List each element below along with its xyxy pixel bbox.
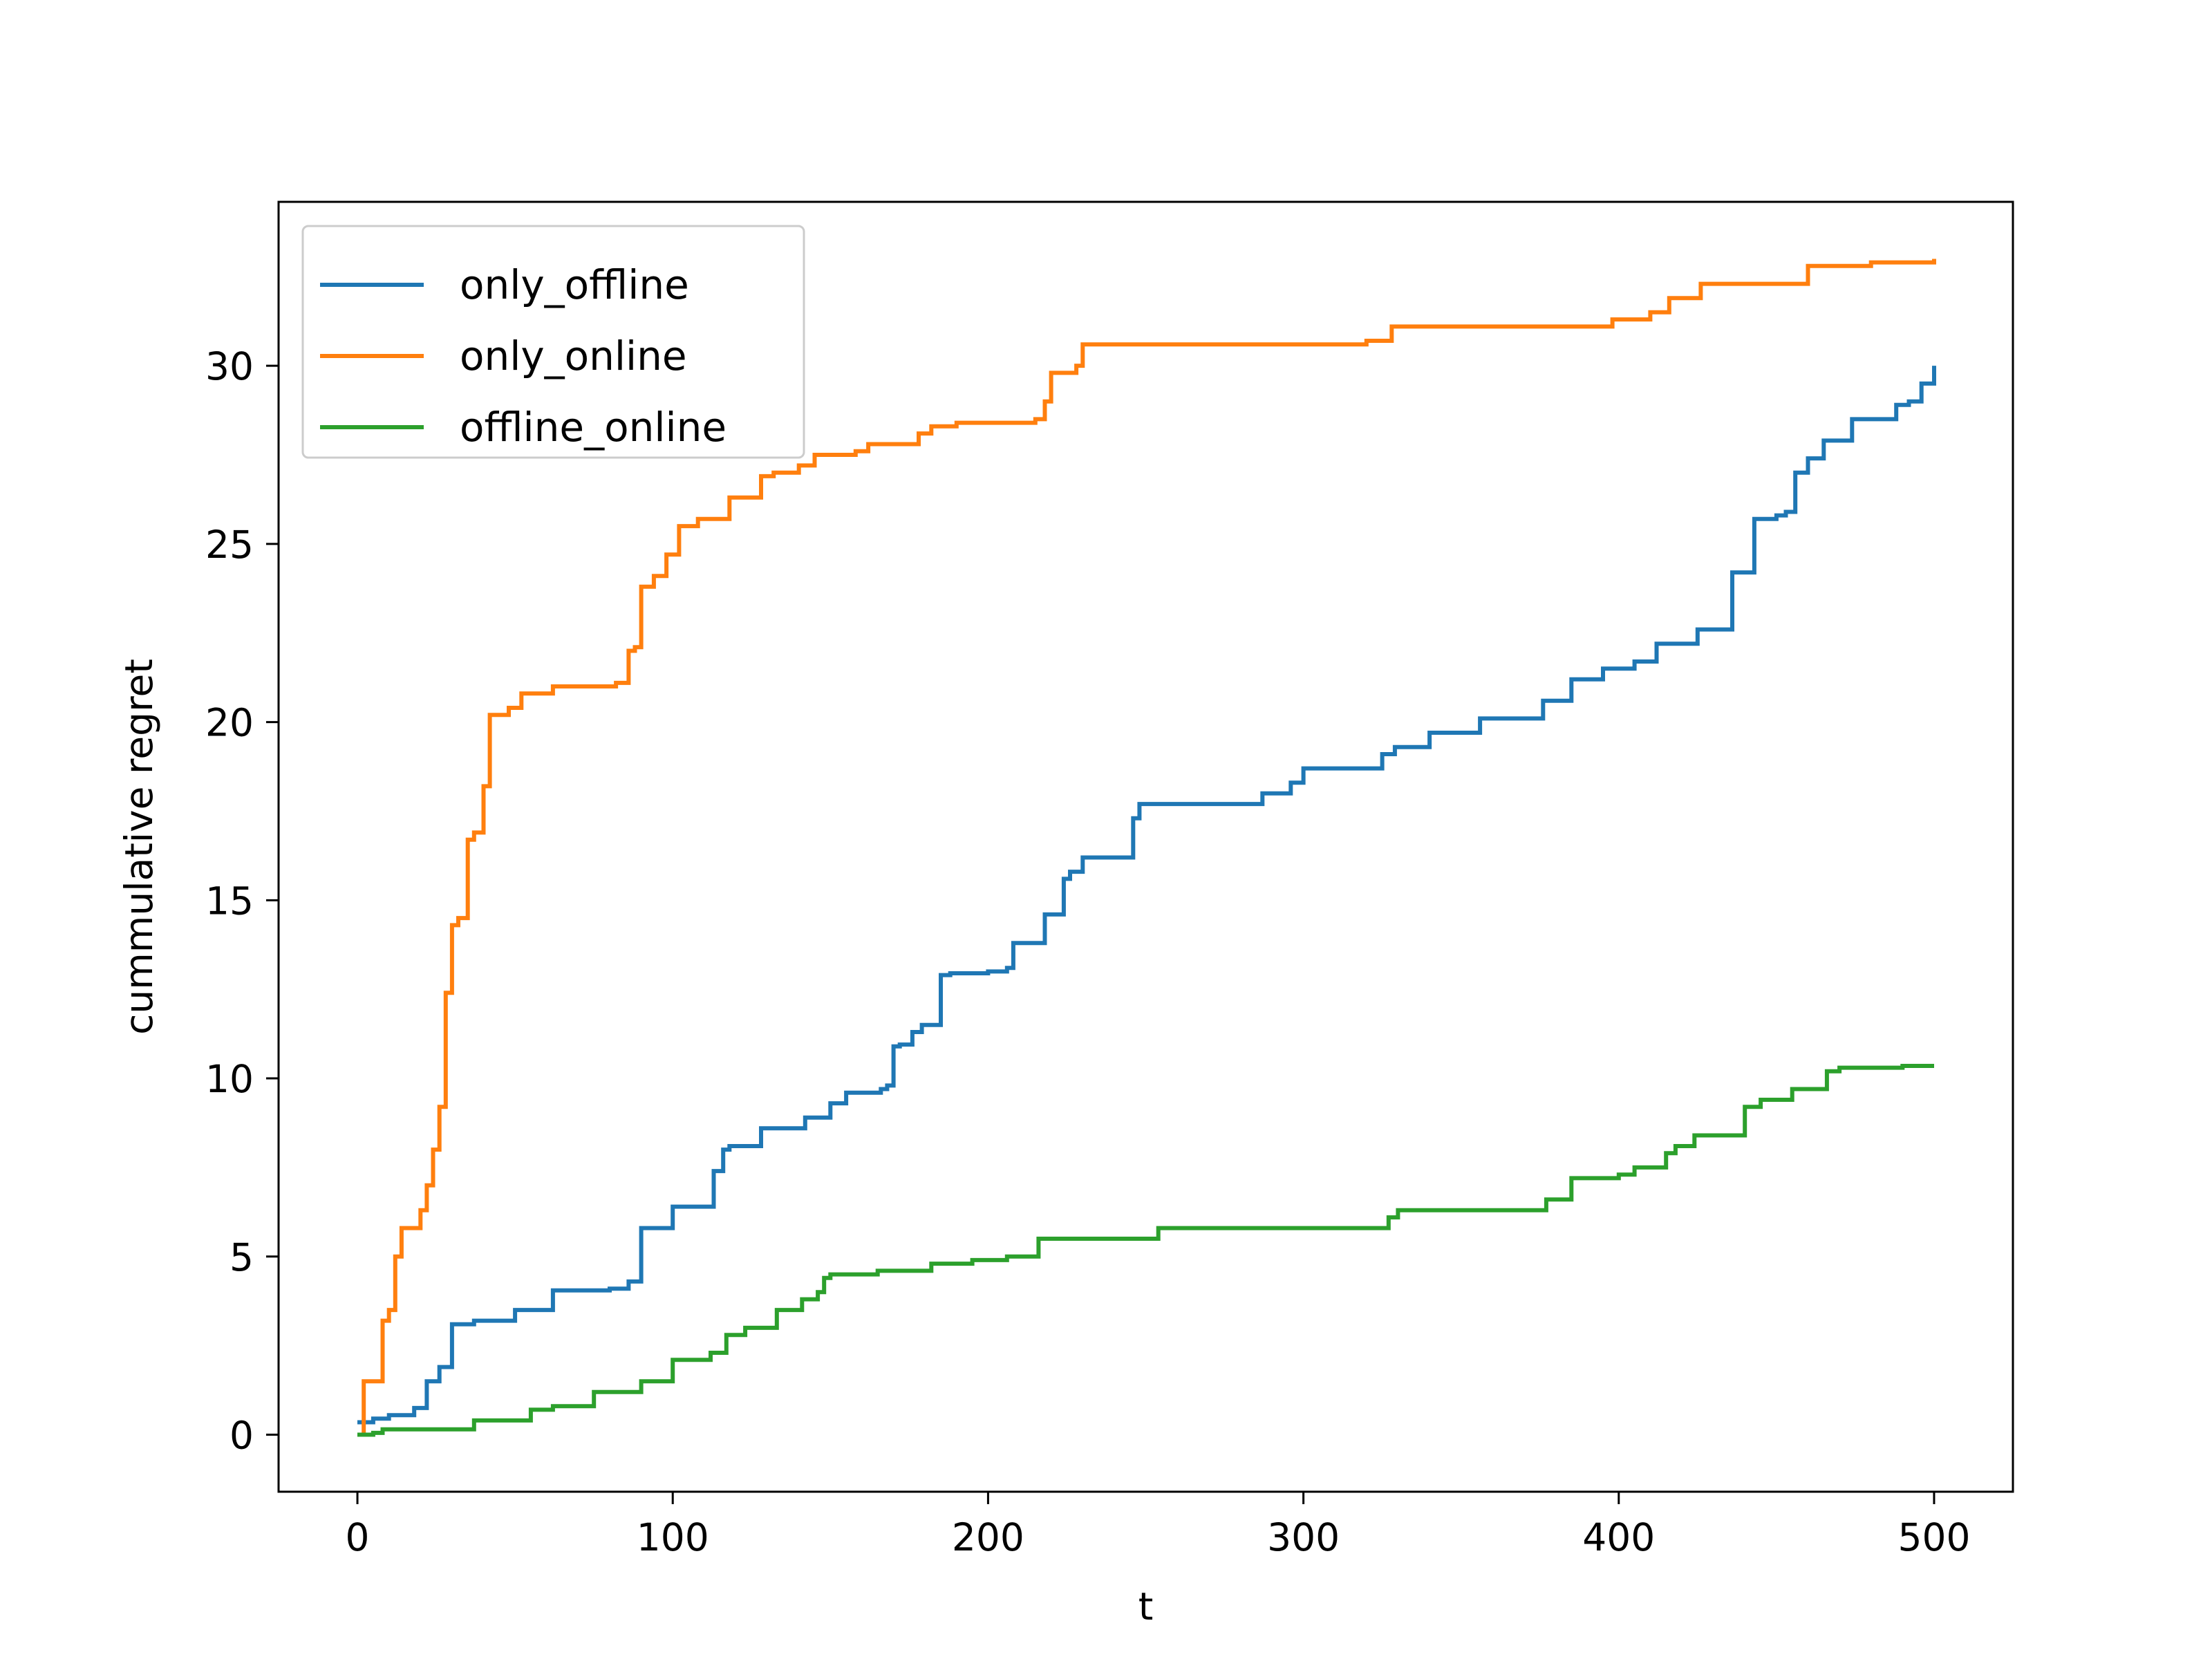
plot-frame	[277, 200, 2014, 1493]
series-line-offline-online	[357, 1064, 1934, 1437]
legend-box	[301, 225, 805, 459]
x-axis: 0 100 200 300 400 500	[346, 1492, 1970, 1559]
legend: only_offline only_online offline_online	[301, 225, 805, 459]
y-tick-label: 0	[229, 1414, 254, 1458]
y-tick-label: 20	[205, 701, 254, 745]
series-layer	[357, 259, 1936, 1437]
y-axis: 0 5 10 15 20 25 30	[205, 344, 279, 1458]
x-axis-label: t	[1138, 1584, 1154, 1629]
y-axis-label: cummulative regret	[117, 659, 161, 1035]
y-tick-label: 15	[205, 879, 254, 923]
x-tick-label: 0	[346, 1515, 370, 1559]
y-tick-label: 5	[229, 1235, 254, 1280]
y-tick-label: 30	[205, 344, 254, 388]
legend-entry-only-offline: only_offline	[460, 261, 689, 308]
series-line-only-online	[357, 259, 1936, 1437]
y-tick-label: 10	[205, 1057, 254, 1101]
series-line-only-offline	[357, 366, 1936, 1425]
legend-entry-only-online: only_online	[460, 332, 687, 379]
x-tick-label: 100	[637, 1515, 709, 1559]
legend-entry-offline-online: offline_online	[460, 404, 727, 451]
x-tick-label: 300	[1267, 1515, 1340, 1559]
x-tick-label: 200	[952, 1515, 1024, 1559]
x-tick-label: 500	[1897, 1515, 1970, 1559]
y-tick-label: 25	[205, 523, 254, 567]
x-tick-label: 400	[1582, 1515, 1655, 1559]
